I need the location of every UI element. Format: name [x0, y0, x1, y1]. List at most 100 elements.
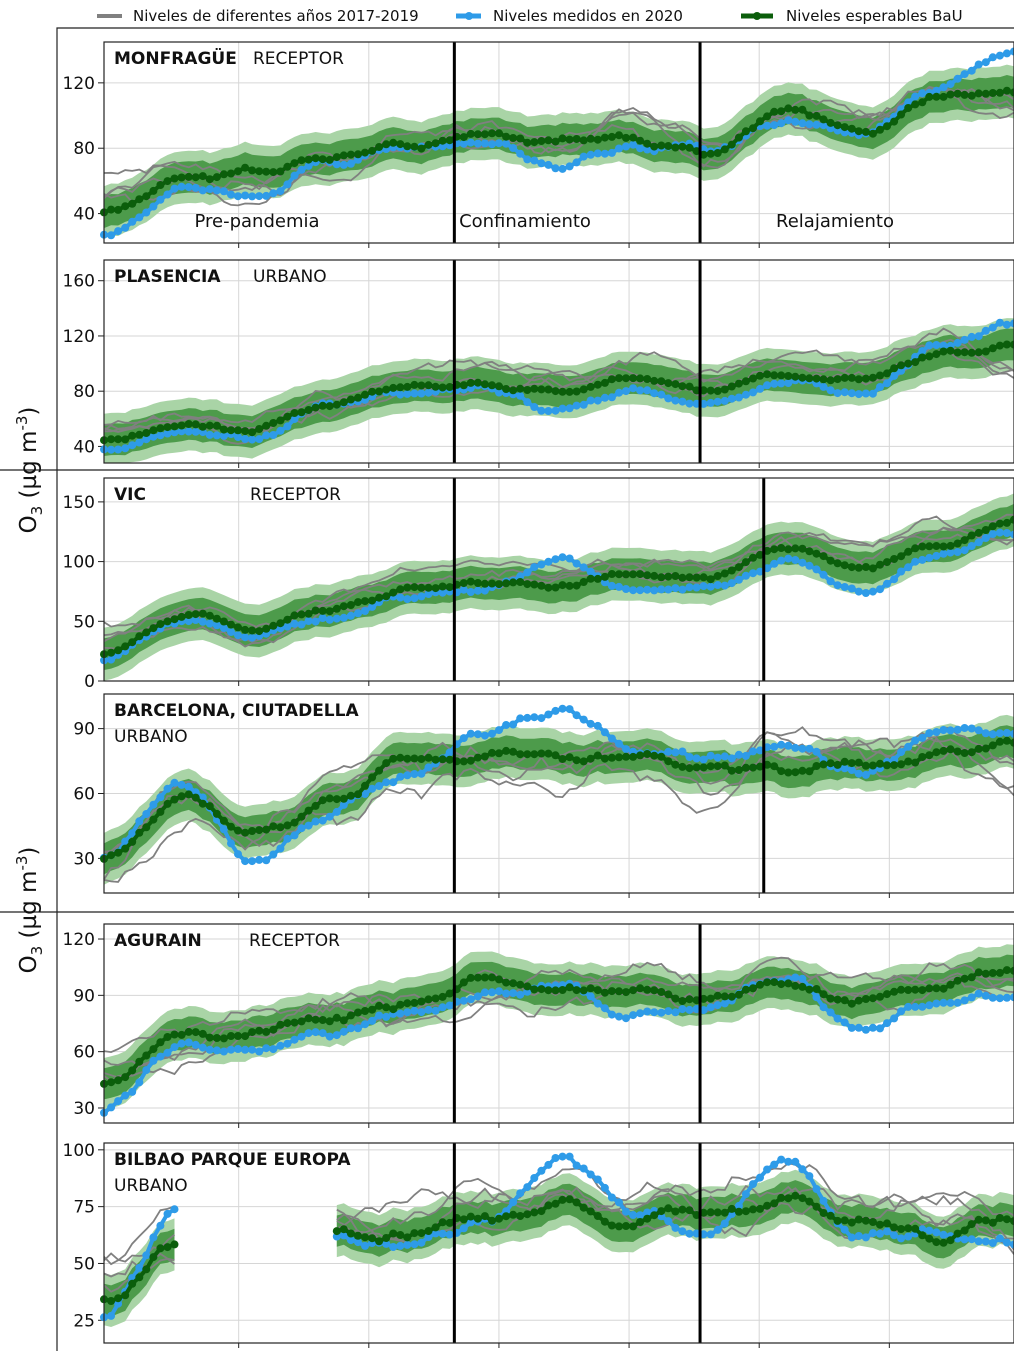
bau-point [904, 986, 913, 994]
bau-point [502, 978, 511, 987]
bau-point [227, 426, 235, 435]
bau-point [939, 542, 948, 551]
measured-point [445, 1001, 454, 1010]
bau-point [480, 130, 489, 139]
bau-point [685, 143, 694, 152]
bau-point [128, 1066, 137, 1075]
bau-point [128, 638, 137, 647]
measured-point [290, 831, 299, 840]
measured-point [495, 987, 503, 996]
measured-point [121, 444, 130, 453]
measured-point [615, 144, 623, 153]
measured-point [170, 778, 179, 787]
bau-point [784, 1194, 793, 1203]
measured-point [883, 1019, 891, 1028]
measured-point [833, 581, 842, 590]
measured-point [177, 1039, 186, 1048]
measured-point [678, 1005, 687, 1014]
bau-point [615, 131, 623, 140]
bau-point [537, 581, 546, 590]
bau-point [403, 754, 412, 763]
bau-point [777, 544, 786, 552]
bau-point [551, 1199, 560, 1208]
bau-point [911, 100, 920, 109]
measured-point [826, 577, 835, 586]
measured-point [495, 726, 503, 735]
measured-point [840, 764, 849, 773]
bau-point [586, 1207, 595, 1216]
bau-point [946, 541, 955, 550]
measured-point [960, 724, 969, 732]
bau-point [974, 348, 983, 357]
bau-point [763, 370, 772, 379]
bau-point [495, 382, 503, 391]
bau-point [981, 347, 990, 356]
measured-point [918, 89, 927, 98]
measured-point [586, 396, 595, 405]
measured-point [678, 747, 687, 756]
measured-point [756, 567, 764, 576]
bau-point [346, 150, 355, 159]
measured-point [981, 1237, 990, 1246]
measured-point [304, 821, 313, 830]
bau-point [643, 1214, 652, 1223]
bau-point [459, 1215, 468, 1224]
measured-point [1002, 728, 1011, 737]
measured-point [396, 593, 405, 602]
bau-point [332, 795, 341, 804]
bau-point [234, 1032, 242, 1040]
bau-point [304, 406, 313, 414]
measured-point [615, 739, 623, 748]
bau-point [819, 760, 828, 769]
measured-point [770, 742, 779, 751]
measured-point [114, 445, 123, 454]
bau-point [523, 386, 532, 394]
bau-point [833, 375, 842, 384]
measured-point [156, 195, 165, 204]
bau-point [502, 579, 511, 588]
bau-point [692, 573, 701, 582]
bau-point [706, 1208, 715, 1217]
bau-point [509, 979, 518, 988]
bau-point [375, 1237, 384, 1246]
bau-point [643, 139, 652, 148]
bau-point [678, 573, 687, 582]
bau-point [685, 573, 694, 582]
measured-point [304, 617, 313, 625]
bau-point [389, 754, 398, 763]
measured-point [502, 139, 511, 148]
measured-point [212, 621, 221, 630]
bau-point [177, 1030, 186, 1039]
measured-point [128, 441, 137, 450]
bau-point [784, 104, 793, 113]
measured-point [339, 160, 348, 169]
measured-point [346, 611, 355, 620]
bau-point [777, 767, 786, 776]
measured-point [361, 1020, 369, 1029]
y-tick-label: 30 [73, 1099, 95, 1119]
y-tick-label: 80 [73, 139, 95, 159]
bau-point [234, 167, 242, 176]
bau-point [995, 519, 1004, 528]
measured-point [382, 1012, 391, 1021]
measured-point [657, 585, 666, 594]
bau-point [184, 790, 193, 799]
bau-point [509, 747, 518, 756]
measured-point [890, 575, 899, 584]
measured-point [671, 584, 680, 593]
bau-point [699, 386, 708, 395]
measured-point [741, 390, 750, 399]
bau-point [565, 135, 574, 144]
bau-point [438, 582, 447, 591]
measured-point [734, 1201, 743, 1210]
measured-point [995, 994, 1004, 1003]
measured-point [495, 388, 503, 397]
bau-point [156, 424, 165, 433]
measured-point [163, 1048, 172, 1057]
measured-point [763, 381, 772, 390]
bau-point [198, 609, 207, 618]
bau-point [791, 768, 800, 777]
bau-point [219, 170, 228, 179]
bau-point [854, 127, 863, 136]
bau-point [523, 750, 532, 759]
